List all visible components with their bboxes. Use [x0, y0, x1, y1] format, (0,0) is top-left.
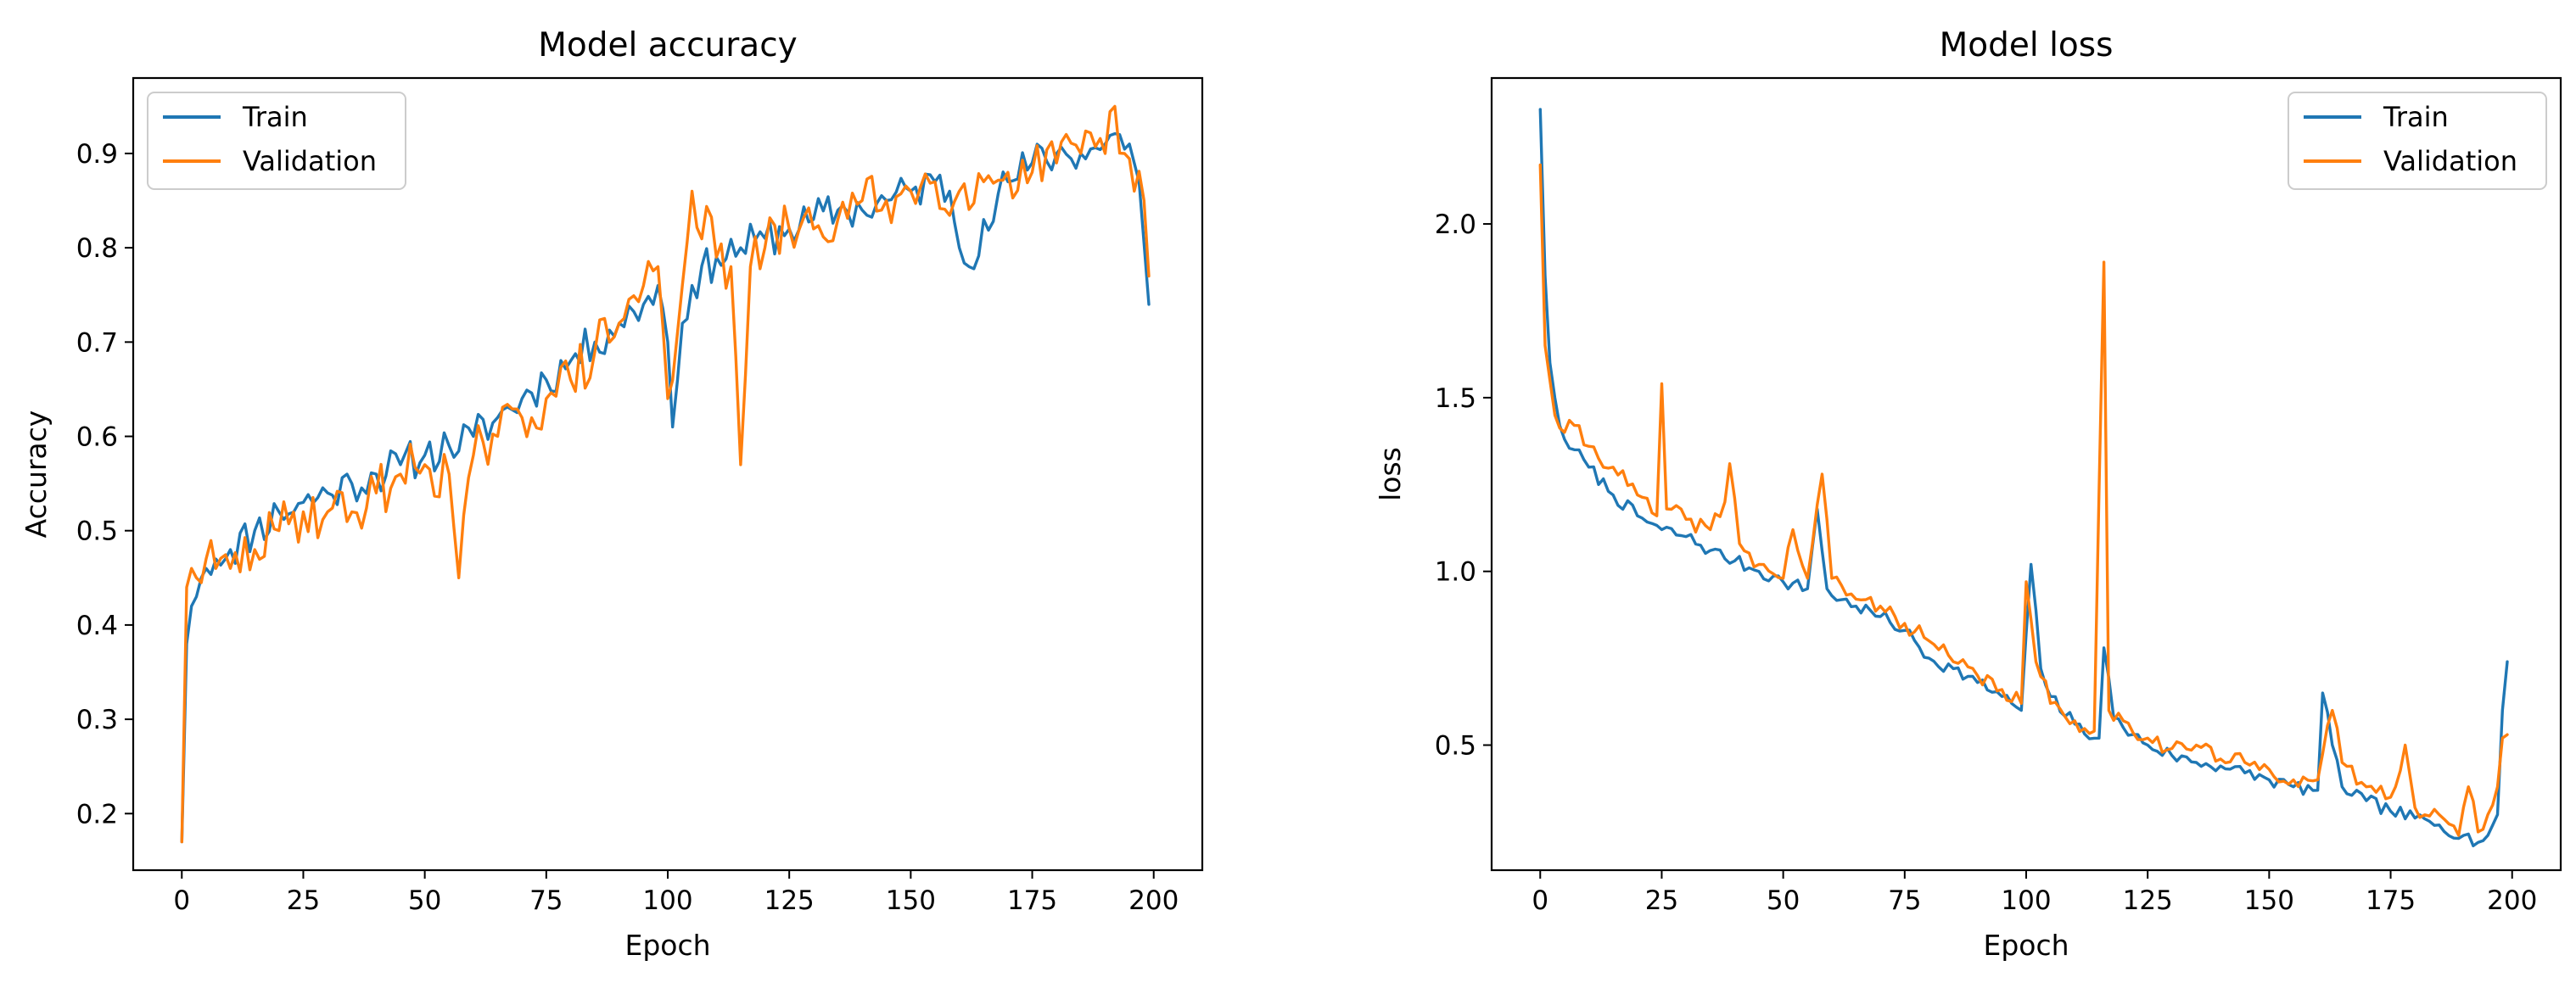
x-tick-label: 75	[529, 885, 563, 916]
x-tick-label: 50	[408, 885, 441, 916]
y-tick-label: 0.7	[76, 327, 118, 358]
x-tick-label: 125	[2123, 885, 2173, 916]
x-axis-ticks: 0 25 50 75 100 125 150 175 200	[1532, 870, 2537, 916]
legend: Train Validation	[147, 92, 406, 190]
plot-frame	[1490, 76, 2562, 872]
x-axis-label: Epoch	[1983, 929, 2069, 962]
x-tick-label: 25	[1645, 885, 1678, 916]
x-axis-ticks: 0 25 50 75 100 125 150 175 200	[173, 870, 1179, 916]
x-tick-label: 125	[764, 885, 815, 916]
y-tick-label: 0.5	[1435, 731, 1476, 762]
y-tick-label: 1.0	[1435, 557, 1476, 588]
x-tick-label: 200	[1128, 885, 1179, 916]
legend-label-validation: Validation	[2383, 145, 2517, 177]
x-tick-label: 50	[1767, 885, 1800, 916]
y-axis-ticks: 0.2 0.3 0.4 0.5 0.6 0.7 0.8 0.9	[76, 139, 133, 829]
x-tick-label: 0	[1532, 885, 1548, 916]
x-tick-label: 150	[886, 885, 936, 916]
loss-chart: Model loss 0 25 50 75 100 125 150 175 200 0.5 1.0…	[1374, 26, 2562, 962]
chart-title: Model accuracy	[538, 26, 797, 64]
y-tick-label: 0.6	[76, 422, 118, 453]
y-tick-label: 1.5	[1435, 383, 1476, 414]
x-tick-label: 175	[2366, 885, 2416, 916]
y-tick-label: 2.0	[1435, 209, 1476, 240]
series-line-validation	[180, 104, 1151, 844]
plot-lines	[1538, 108, 2509, 847]
series-line-validation	[1538, 163, 2509, 837]
y-axis-label: Accuracy	[20, 410, 53, 539]
x-tick-label: 100	[2001, 885, 2051, 916]
plot-lines	[180, 104, 1151, 844]
x-axis-label: Epoch	[624, 929, 710, 962]
series-line-train	[180, 131, 1151, 844]
y-axis-ticks: 0.5 1.0 1.5 2.0	[1435, 209, 1492, 762]
x-tick-label: 175	[1007, 885, 1057, 916]
y-tick-label: 0.5	[76, 517, 118, 547]
y-tick-label: 0.8	[76, 233, 118, 264]
y-tick-label: 0.2	[76, 799, 118, 829]
chart-title: Model loss	[1940, 26, 2114, 64]
legend-label-validation: Validation	[243, 145, 377, 177]
accuracy-chart: Model accuracy 0 25 50 75 100 125 150 175 200 0.…	[20, 26, 1204, 962]
x-tick-label: 200	[2487, 885, 2537, 916]
y-tick-label: 0.4	[76, 611, 118, 641]
x-tick-label: 25	[287, 885, 320, 916]
x-tick-label: 150	[2244, 885, 2294, 916]
plot-frame	[132, 76, 1204, 872]
x-tick-label: 0	[173, 885, 190, 916]
legend-label-train: Train	[242, 101, 308, 133]
legend: Train Validation	[2288, 92, 2547, 190]
x-tick-label: 75	[1888, 885, 1921, 916]
x-tick-label: 100	[642, 885, 692, 916]
y-axis-label: loss	[1374, 447, 1407, 501]
y-tick-label: 0.3	[76, 705, 118, 735]
y-tick-label: 0.9	[76, 139, 118, 170]
legend-label-train: Train	[2383, 101, 2449, 133]
